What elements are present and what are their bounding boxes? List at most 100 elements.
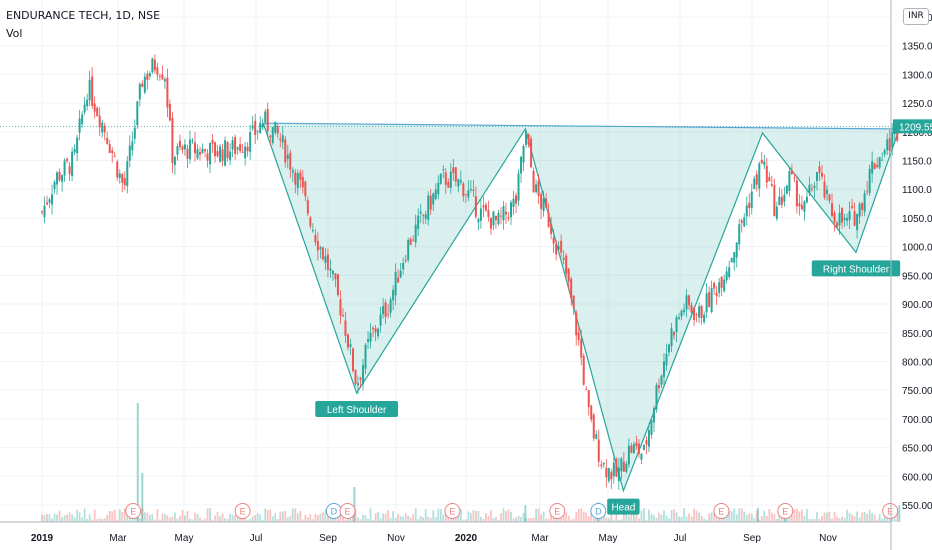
candle-body (271, 127, 274, 143)
volume-bar (663, 510, 665, 522)
volume-bar (116, 519, 119, 522)
volume-legend[interactable]: Vol (6, 27, 23, 40)
volume-bar (362, 514, 364, 522)
symbol-title[interactable]: ENDURANCE TECH, 1D, NSE (6, 9, 161, 22)
candle-body (219, 146, 222, 162)
candle-body (542, 198, 545, 211)
candle-body (826, 189, 829, 194)
candle-body (374, 328, 377, 333)
candle-body (607, 468, 610, 481)
candle-body (41, 211, 43, 213)
candle-body (866, 191, 869, 193)
volume-bar (309, 514, 312, 522)
volume-bar (311, 519, 314, 522)
candle-body (314, 234, 317, 243)
pattern-label: Head (607, 498, 640, 515)
candle-body (357, 383, 360, 386)
candle-body (409, 238, 412, 245)
volume-bar (698, 512, 700, 522)
candle-body (489, 217, 492, 229)
candle-body (856, 213, 859, 231)
volume-bar (673, 509, 675, 522)
volume-bar (572, 518, 575, 522)
volume-bar (853, 516, 856, 522)
candle-body (427, 195, 430, 221)
volume-bar (246, 519, 249, 522)
volume-bar (299, 510, 302, 522)
volume-bar (775, 519, 778, 522)
event-marker (444, 503, 461, 519)
volume-bar (688, 513, 690, 522)
volume-bar (617, 519, 620, 522)
volume-bar (863, 511, 866, 522)
candle-body (384, 302, 387, 317)
volume-bar (826, 512, 828, 522)
volume-bar (221, 513, 224, 522)
volume-bar (878, 514, 881, 522)
candle-body (547, 212, 550, 227)
volume-bar (833, 512, 836, 522)
candle-body (163, 79, 166, 82)
candle-body (392, 289, 395, 301)
candle-body (429, 195, 432, 210)
candle-body (730, 258, 733, 263)
volume-bar (710, 512, 713, 522)
candle-body (492, 211, 495, 226)
candle-body (562, 258, 565, 261)
candle-body (462, 183, 465, 197)
candle-body (617, 467, 620, 482)
pattern-layer (262, 122, 900, 493)
volume-bar (409, 517, 412, 522)
volume-bar (434, 516, 437, 522)
candle-body (773, 185, 776, 217)
volume-bar (801, 509, 803, 522)
volume-bar (344, 519, 347, 522)
candle-body (532, 170, 535, 193)
candle-body (482, 205, 485, 208)
candle-body (51, 194, 54, 205)
volume-bar (858, 517, 861, 522)
candle-body (861, 203, 864, 210)
candle-body (452, 167, 455, 173)
volume-bar (251, 516, 254, 522)
volume-bar (545, 518, 548, 522)
volume-bar (768, 509, 771, 522)
candle-body (444, 172, 447, 185)
volume-bar (610, 508, 613, 522)
currency-badge[interactable]: INR (903, 8, 929, 25)
candle-body (763, 161, 766, 166)
candle-layer (41, 54, 899, 490)
volume-bar (622, 513, 625, 522)
volume-bar (306, 517, 309, 522)
candle-body (402, 262, 405, 270)
volume-bar (374, 513, 377, 522)
candle-body (158, 75, 161, 77)
volume-bar (422, 517, 425, 522)
candle-body (304, 181, 307, 197)
candle-body (683, 309, 686, 312)
candle-body (863, 193, 866, 212)
candle-body (535, 184, 538, 192)
candle-body (91, 76, 94, 106)
volume-spike (141, 473, 144, 522)
volume-bar (856, 511, 858, 522)
candle-body (279, 138, 282, 141)
volume-bar (658, 512, 660, 522)
volume-bar (357, 517, 359, 522)
volume-bar (261, 519, 264, 522)
volume-bar (199, 517, 201, 522)
volume-bar (41, 514, 43, 522)
volume-bar (289, 515, 292, 522)
pattern-label: Right Shoulder (811, 260, 901, 277)
candle-body (793, 177, 796, 179)
candle-body (246, 146, 249, 151)
candle-body (121, 174, 124, 183)
candle-body (768, 177, 771, 181)
candle-body (329, 268, 332, 271)
volume-bar (372, 519, 374, 522)
candle-body (412, 239, 415, 241)
candle-body (339, 299, 342, 316)
volume-bar (693, 508, 695, 522)
volume-bar (750, 513, 753, 522)
